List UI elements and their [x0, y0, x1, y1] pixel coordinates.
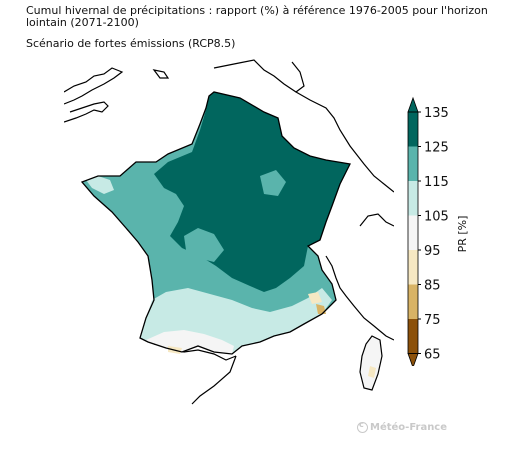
- uk-coast-south: [64, 101, 109, 123]
- map-subtitle: Scénario de fortes émissions (RCP8.5): [26, 37, 236, 50]
- map-title: Cumul hivernal de précipitations : rappo…: [26, 4, 488, 29]
- legend-tick-label: 115: [424, 175, 449, 190]
- zone-tan-alps: [316, 304, 326, 314]
- zone-mid-teal-pocket-2: [260, 170, 286, 196]
- legend-tick-label: 135: [424, 106, 449, 121]
- legend-ticks: 65 75 85 95 105 115 125 135: [418, 106, 449, 363]
- legend-segment: [408, 146, 418, 181]
- credit: Météo-France: [357, 420, 448, 433]
- neighbour-coastlines: [64, 59, 394, 405]
- legend-unit-label: PR [%]: [456, 216, 469, 253]
- legend-segment: [408, 215, 418, 250]
- legend-tick-label: 105: [424, 210, 449, 225]
- credit-text: Météo-France: [370, 422, 448, 433]
- france-coastline: [80, 91, 351, 355]
- legend-segment: [408, 112, 418, 147]
- legend-tick-label: 95: [424, 244, 441, 259]
- legend-border: [407, 111, 419, 354]
- legend-tick-label: 65: [424, 348, 441, 363]
- germany-border: [295, 91, 394, 193]
- copyright-icon: [357, 420, 368, 433]
- switzerland-border: [359, 213, 394, 227]
- zone-light-tan-alps: [308, 292, 322, 304]
- corsica-light-tan: [368, 366, 376, 378]
- legend-tick-label: 125: [424, 141, 449, 156]
- corsica: [359, 335, 383, 391]
- zone-mid-teal-pocket: [184, 228, 224, 262]
- france-precip-map: [64, 59, 394, 405]
- legend-segments: [407, 96, 419, 366]
- france-fill: [82, 92, 350, 354]
- legend-extend-high: [407, 96, 419, 113]
- zone-light-teal-brittany: [86, 176, 114, 194]
- legend-tick-label: 75: [424, 313, 441, 328]
- legend-tick-label: 85: [424, 279, 441, 294]
- legend-segment: [408, 181, 418, 216]
- spain-coast: [191, 355, 237, 405]
- corsica-fill: [359, 335, 383, 391]
- italy-border: [325, 255, 394, 341]
- legend-segment: [408, 319, 418, 354]
- legend-segment: [408, 250, 418, 285]
- legend-extend-low: [407, 353, 419, 366]
- uk-coast: [64, 67, 124, 105]
- legend-colorbar: 65 75 85 95 105 115 125 135 PR [%]: [407, 96, 469, 366]
- belgium-border: [213, 59, 305, 93]
- legend-segment: [408, 284, 418, 319]
- channel-islands: [152, 69, 170, 79]
